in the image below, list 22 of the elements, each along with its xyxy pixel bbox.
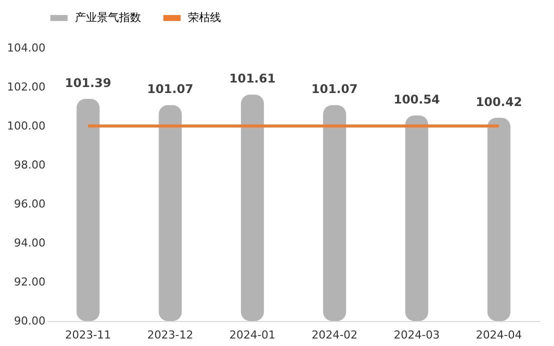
data-label: 101.39 [64, 76, 112, 90]
y-tick-label: 94.00 [14, 236, 46, 250]
y-tick-label: 96.00 [14, 198, 46, 210]
legend-label: 荣枯线 [188, 11, 221, 24]
data-label: 100.42 [476, 94, 522, 109]
y-tick-label: 98.00 [14, 158, 46, 172]
x-tick-label: 2024-02 [312, 328, 358, 342]
y-tick-label: 102.00 [7, 80, 46, 94]
y-tick-label: 104.00 [7, 42, 46, 54]
x-tick-label: 2023-12 [147, 328, 194, 342]
x-tick-label: 2024-03 [394, 328, 440, 342]
x-tick-label: 2023-11 [65, 328, 112, 342]
legend-label: 产业景气指数 [75, 11, 141, 24]
data-label: 101.61 [229, 72, 276, 86]
data-label: 100.54 [394, 92, 440, 106]
data-label: 101.07 [311, 82, 358, 96]
x-tick-label: 2024-04 [476, 328, 522, 342]
y-tick-label: 90.00 [14, 314, 46, 328]
y-tick-label: 92.00 [14, 276, 46, 288]
data-label: 101.07 [147, 82, 194, 96]
x-tick-label: 2024-01 [229, 328, 276, 342]
y-tick-label: 100.00 [7, 120, 46, 132]
